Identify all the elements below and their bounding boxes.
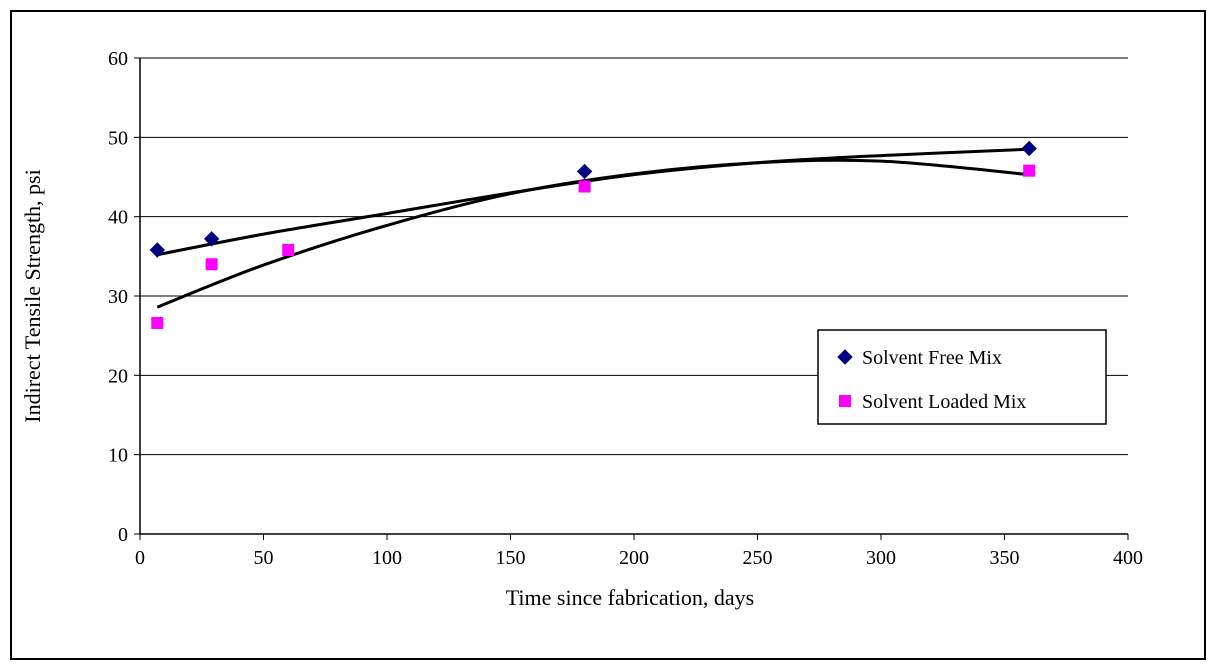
y-tick-labels: 0 10 20 30 40 50 60 [108,48,128,546]
trend-lines [156,147,1030,309]
y-axis-title: Indirect Tensile Strength, psi [20,169,45,422]
trend-line-1 [157,147,1030,257]
legend-box [817,329,1107,425]
trend-line-2 [156,158,1030,309]
point-series-1 [576,163,593,180]
point-series-1 [1021,140,1037,157]
point-series-1 [149,242,165,258]
x-tick-label: 50 [254,547,274,569]
x-tick-label: 400 [1113,547,1143,569]
x-tick-label: 300 [866,547,896,569]
y-tick-label: 0 [118,524,128,546]
data-points [149,140,1037,329]
x-tick-label: 200 [619,547,649,569]
y-tick-label: 30 [108,286,128,308]
legend-marker-2 [839,395,851,407]
point-series-2 [205,258,218,271]
x-tick-label: 150 [496,547,526,569]
x-tick-label: 0 [135,547,145,569]
legend-label-2: Solvent Loaded Mix [862,391,1026,413]
legend-label-1: Solvent Free Mix [862,347,1002,369]
y-tick-label: 60 [108,48,128,70]
y-tick-label: 10 [108,445,128,467]
point-series-2 [151,316,164,329]
point-series-1 [203,231,220,247]
x-tick-labels: 0 50 100 150 200 250 300 350 400 [135,547,1143,569]
x-tick-label: 350 [990,547,1020,569]
x-axis-title: Time since fabrication, days [506,585,754,610]
y-tick-label: 50 [108,127,128,149]
point-series-2 [282,243,295,256]
legend-marker-1 [837,349,853,365]
y-tick-label: 20 [108,365,128,387]
point-series-2 [1023,164,1036,177]
axes [134,57,1129,540]
x-tick-label: 250 [743,547,773,569]
point-series-2 [578,180,591,193]
y-tick-label: 40 [108,207,128,229]
x-tick-label: 100 [372,547,402,569]
legend: Solvent Free Mix Solvent Loaded Mix [817,329,1107,425]
